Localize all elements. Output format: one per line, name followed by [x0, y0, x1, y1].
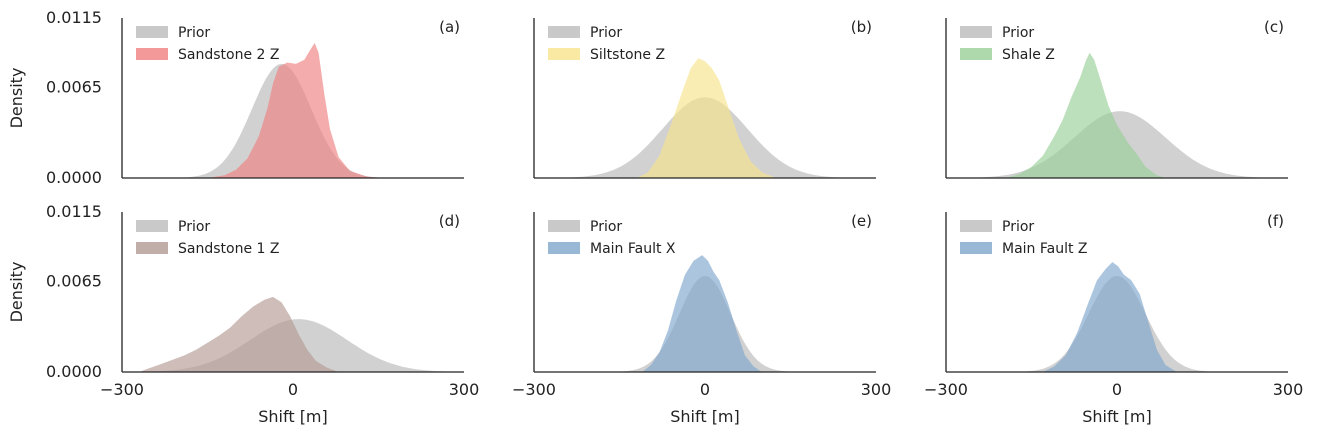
legend-label-prior: Prior — [178, 25, 210, 41]
legend-label-posterior: Siltstone Z — [590, 47, 665, 63]
posterior-density-area — [139, 296, 339, 372]
panel-d: (d) Prior Sandstone 1 Z 0.0000 0.0065 0.0115 D… — [7, 202, 479, 426]
legend-swatch-posterior — [136, 242, 168, 254]
legend-swatch-posterior — [548, 242, 580, 254]
posterior-density-area — [207, 43, 385, 178]
legend-label-posterior: Main Fault Z — [1002, 241, 1088, 257]
legend-swatch-posterior — [136, 48, 168, 60]
legend-label-prior: Prior — [178, 219, 210, 235]
x-tick-label: 0 — [700, 380, 710, 399]
panel-c: (c) Prior Shale Z — [945, 18, 1288, 179]
panel-tag: (d) — [439, 212, 460, 230]
y-tick-label: 0.0000 — [46, 362, 102, 381]
legend-swatch-posterior — [548, 48, 580, 60]
legend-label-prior: Prior — [590, 219, 622, 235]
panel-tag: (e) — [851, 212, 872, 230]
legend-label-prior: Prior — [1002, 219, 1034, 235]
x-axis-title: Shift [m] — [1082, 407, 1152, 426]
legend-label-posterior: Sandstone 2 Z — [178, 47, 279, 63]
x-tick-label: 300 — [449, 380, 480, 399]
legend-swatch-prior — [960, 26, 992, 38]
legend-label-prior: Prior — [1002, 25, 1034, 41]
legend-swatch-prior — [960, 220, 992, 232]
panel-tag: (f) — [1267, 212, 1284, 230]
legend-label-posterior: Main Fault X — [590, 241, 676, 257]
y-tick-label: 0.0115 — [46, 8, 102, 27]
legend-swatch-prior — [136, 220, 168, 232]
legend-label-posterior: Shale Z — [1002, 47, 1055, 63]
legend-label-posterior: Sandstone 1 Z — [178, 241, 279, 257]
x-tick-label: 0 — [288, 380, 298, 399]
legend-swatch-prior — [548, 26, 580, 38]
x-axis-title: Shift [m] — [258, 407, 328, 426]
panel-tag: (c) — [1264, 18, 1284, 36]
posterior-density-area — [636, 58, 777, 178]
y-tick-label: 0.0065 — [46, 78, 102, 97]
legend-swatch-prior — [548, 220, 580, 232]
y-tick-label: 0.0115 — [46, 202, 102, 221]
legend-swatch-posterior — [960, 48, 992, 60]
x-tick-label: −300 — [924, 380, 968, 399]
panel-a: (a) Prior Sandstone 2 Z 0.0000 0.0065 0.0115 D… — [7, 8, 464, 187]
y-tick-label: 0.0000 — [46, 168, 102, 187]
posterior-density-area — [1042, 262, 1177, 372]
panel-tag: (b) — [851, 18, 872, 36]
x-tick-label: 300 — [861, 380, 892, 399]
legend-label-prior: Prior — [590, 25, 622, 41]
legend-swatch-posterior — [960, 242, 992, 254]
y-axis-title: Density — [7, 68, 26, 129]
x-tick-label: −300 — [100, 380, 144, 399]
posterior-density-area — [1005, 52, 1166, 178]
panel-f: (f) Prior Main Fault Z −300 0 300 Shift [m] — [924, 212, 1303, 426]
x-tick-label: 0 — [1112, 380, 1122, 399]
panel-tag: (a) — [439, 18, 460, 36]
legend-swatch-prior — [136, 26, 168, 38]
panel-e: (e) Prior Main Fault X −300 0 300 Shift [m] — [512, 212, 891, 426]
panel-b: (b) Prior Siltstone Z — [533, 18, 876, 179]
posterior-density-area — [642, 255, 762, 372]
y-axis-title: Density — [7, 262, 26, 323]
x-axis-title: Shift [m] — [670, 407, 740, 426]
y-tick-label: 0.0065 — [46, 272, 102, 291]
x-tick-label: 300 — [1273, 380, 1304, 399]
x-tick-label: −300 — [512, 380, 556, 399]
